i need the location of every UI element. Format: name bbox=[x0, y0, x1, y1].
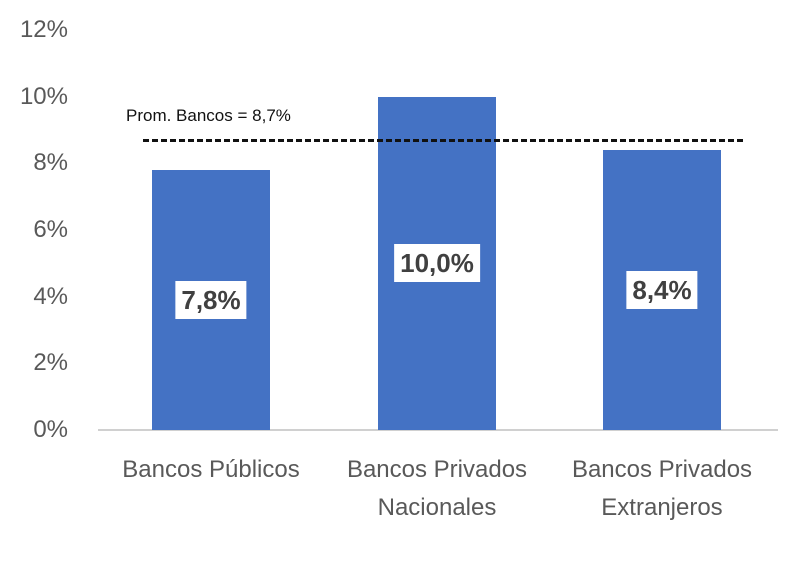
bar-value-label: 8,4% bbox=[626, 271, 698, 309]
average-reference-label: Prom. Bancos = 8,7% bbox=[126, 106, 291, 125]
x-tick-label-line: Bancos Privados bbox=[571, 456, 753, 483]
x-tick-label-line: Bancos Públicos bbox=[122, 456, 300, 483]
x-tick-label: Bancos Privados Extranjeros bbox=[547, 451, 777, 527]
y-tick-label: 8% bbox=[33, 149, 68, 177]
y-tick-label: 2% bbox=[33, 349, 68, 377]
bar-value-label: 10,0% bbox=[394, 244, 480, 283]
x-tick-label: Bancos Públicos bbox=[96, 451, 326, 489]
y-tick-label: 12% bbox=[19, 16, 68, 43]
x-axis-line bbox=[98, 429, 778, 431]
y-tick-label: 0% bbox=[33, 416, 68, 443]
x-tick-label-line: Bancos Privados bbox=[346, 456, 528, 483]
y-tick-label: 6% bbox=[33, 216, 68, 243]
x-tick-label: Bancos Privados Nacionales bbox=[322, 451, 552, 527]
bar-value-label: 7,8% bbox=[175, 281, 247, 319]
x-tick-label-line: Extranjeros bbox=[601, 494, 723, 521]
average-reference-line bbox=[143, 139, 743, 142]
x-tick-label-line: Nacionales bbox=[377, 494, 497, 521]
y-tick-label: 10% bbox=[19, 82, 68, 110]
y-tick-label: 4% bbox=[33, 282, 68, 310]
